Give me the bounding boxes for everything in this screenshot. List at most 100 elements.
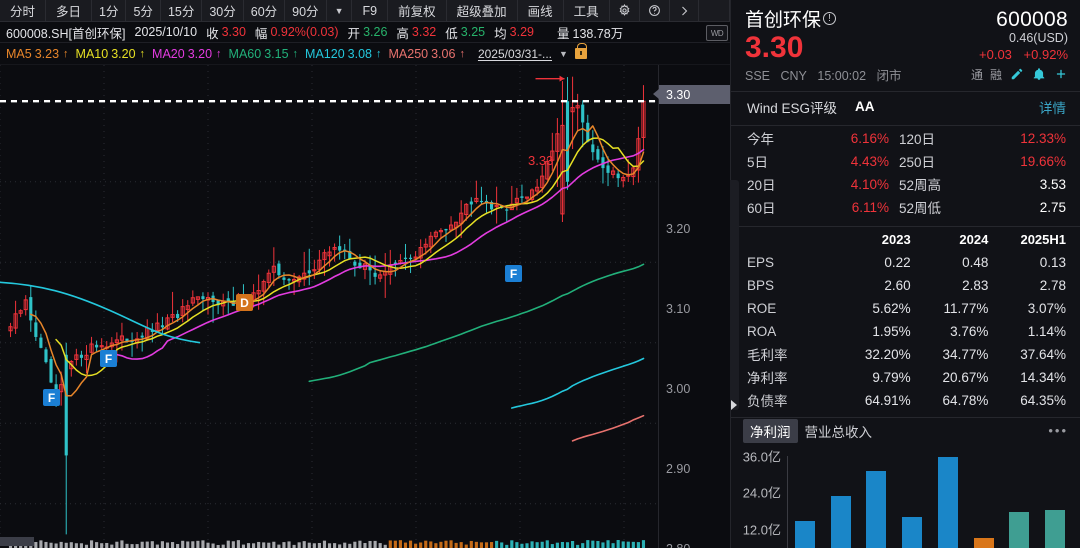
- bar[interactable]: [866, 470, 887, 548]
- date-range-selector[interactable]: 2025/03/31-...: [477, 46, 553, 61]
- help-icon[interactable]: [640, 0, 670, 21]
- chevron-right-icon[interactable]: [670, 0, 699, 21]
- row-label: 净利率: [747, 371, 788, 387]
- ma-legend-ma20[interactable]: MA20 3.20: [152, 46, 213, 61]
- cell: 9.79%: [872, 369, 911, 385]
- pencil-icon[interactable]: [1009, 67, 1024, 82]
- timeframe-90m[interactable]: 90分: [285, 0, 327, 21]
- candlestick-plot[interactable]: [0, 65, 658, 548]
- perf-value: 2.75: [1039, 199, 1066, 215]
- row-label: 毛利率: [747, 348, 788, 364]
- timeframe-30m[interactable]: 30分: [202, 0, 244, 21]
- timeframe-more-dropdown[interactable]: ▼: [327, 0, 353, 21]
- cell: 0.22: [884, 254, 911, 270]
- lock-icon[interactable]: [574, 43, 587, 59]
- performance-grid: 今年 6.16% 120日 12.33% 5日 4.43% 250日 19.66…: [731, 126, 1080, 223]
- chart-marker-news[interactable]: F: [43, 389, 60, 406]
- volume-field: 量 138.78万: [556, 26, 624, 41]
- timeframe-intraday[interactable]: 分时: [0, 0, 47, 21]
- cell: 2.60: [884, 277, 911, 293]
- chart-marker-dividend[interactable]: D: [236, 294, 253, 311]
- cell: 0.48: [962, 254, 989, 270]
- timeframe-multiday[interactable]: 多日: [46, 0, 93, 21]
- divider: [731, 90, 1080, 92]
- table-row: 净利率 9.79% 20.67% 14.34%: [747, 366, 1066, 389]
- cell: 11.77%: [943, 300, 989, 316]
- tools-button[interactable]: 工具: [564, 0, 610, 21]
- f9-button[interactable]: F9: [352, 0, 389, 21]
- close-field: 收 3.30: [206, 25, 246, 41]
- ma-legend-ma250[interactable]: MA250 3.06: [388, 46, 456, 61]
- timeframe-15m[interactable]: 15分: [161, 0, 203, 21]
- draw-line-button[interactable]: 画线: [518, 0, 564, 21]
- table-row: ROE 5.62% 11.77% 3.07%: [747, 297, 1066, 320]
- chart-symbol: 600008.SH[首创环保]: [6, 26, 126, 41]
- chart-canvas-area[interactable]: 3.20 3.10 3.00 2.90 2.80 3.30 3.33 F F D…: [0, 65, 731, 548]
- panel-collapse-handle[interactable]: [730, 180, 739, 410]
- perf-key: 120日: [899, 132, 936, 148]
- chart-toolbar: 分时 多日 1分 5分 15分 30分 60分 90分 ▼ F9 前复权 超级叠…: [0, 0, 730, 22]
- chevron-down-icon[interactable]: ▼: [559, 48, 568, 59]
- perf-key: 今年: [747, 132, 774, 148]
- market-status: 闭市: [876, 68, 902, 83]
- perf-value: 19.66%: [1020, 153, 1066, 169]
- timeframe-60m[interactable]: 60分: [244, 0, 286, 21]
- bell-icon[interactable]: [1031, 67, 1046, 82]
- perf-value: 4.10%: [850, 176, 889, 192]
- chart-marker-news[interactable]: F: [505, 265, 522, 282]
- ma-arrow-up-icon: ↑: [292, 47, 299, 60]
- adjust-price-button[interactable]: 前复权: [388, 0, 447, 21]
- esg-value: AA: [855, 99, 875, 115]
- open-field: 开 3.26: [347, 25, 388, 41]
- perf-key: 250日: [899, 155, 936, 171]
- perf-row: 60日 6.11% 52周低 2.75: [747, 196, 1066, 219]
- info-icon[interactable]: !: [823, 12, 837, 25]
- bar[interactable]: [937, 457, 958, 548]
- timeframe-1m[interactable]: 1分: [92, 0, 127, 21]
- cell: 1.95%: [872, 323, 911, 339]
- column-header: 2025H1: [1020, 232, 1067, 248]
- cell: 64.91%: [864, 392, 911, 408]
- esg-details-link[interactable]: 详情: [1039, 100, 1066, 116]
- price-tick: 3.00: [666, 382, 691, 396]
- price-usd: 0.46(USD): [1008, 31, 1068, 45]
- bar[interactable]: [902, 516, 923, 548]
- ohlc-info-bar: 600008.SH[首创环保] 2025/10/10 收 3.30 幅 0.92%(…: [0, 22, 730, 43]
- ma-legend-ma120[interactable]: MA120 3.08: [305, 46, 372, 61]
- bar[interactable]: [830, 495, 851, 548]
- bar[interactable]: [973, 538, 994, 548]
- financial-metrics-table: 2023 2024 2025H1 EPS 0.22 0.48 0.13 BPS …: [731, 227, 1080, 414]
- plus-icon[interactable]: [1053, 67, 1068, 82]
- quote-time: 15:00:02: [817, 68, 867, 83]
- perf-value: 12.33%: [1020, 130, 1066, 146]
- tab-total-revenue[interactable]: 营业总收入: [804, 424, 873, 440]
- ma-legend-ma10[interactable]: MA10 3.20: [75, 46, 136, 61]
- ma-legend-ma60[interactable]: MA60 3.15: [228, 46, 289, 61]
- price-axis[interactable]: 3.20 3.10 3.00 2.90 2.80 3.30: [653, 65, 731, 548]
- tab-net-profit[interactable]: 净利润: [743, 418, 798, 443]
- bar-y-tick: 36.0亿: [742, 449, 781, 465]
- timeframe-5m[interactable]: 5分: [126, 0, 161, 21]
- cell: 14.34%: [1020, 369, 1067, 385]
- peak-price-annotation: 3.33: [528, 153, 554, 168]
- bar[interactable]: [794, 521, 815, 548]
- gear-icon[interactable]: [610, 0, 640, 21]
- ma-arrow-up-icon: ↑: [139, 47, 146, 60]
- ma-legend-ma5[interactable]: MA5 3.23: [6, 46, 60, 61]
- cell: 0.13: [1039, 254, 1067, 270]
- overflow-menu-icon[interactable]: •••: [1048, 423, 1068, 439]
- tag-connect: 通: [970, 67, 983, 82]
- bar[interactable]: [1009, 512, 1030, 548]
- chart-marker-news[interactable]: F: [100, 350, 117, 367]
- divider: [731, 124, 1080, 126]
- price-tick: 2.90: [666, 462, 691, 476]
- row-label: ROA: [747, 323, 777, 339]
- bar[interactable]: [1045, 509, 1066, 548]
- watermark-logo: WD: [706, 25, 728, 41]
- super-overlay-button[interactable]: 超级叠加: [447, 0, 518, 21]
- high-field: 高 3.32: [396, 25, 437, 41]
- perf-key: 5日: [747, 155, 769, 171]
- change-percent: +0.92%: [1023, 46, 1068, 62]
- column-header: 2024: [959, 232, 989, 248]
